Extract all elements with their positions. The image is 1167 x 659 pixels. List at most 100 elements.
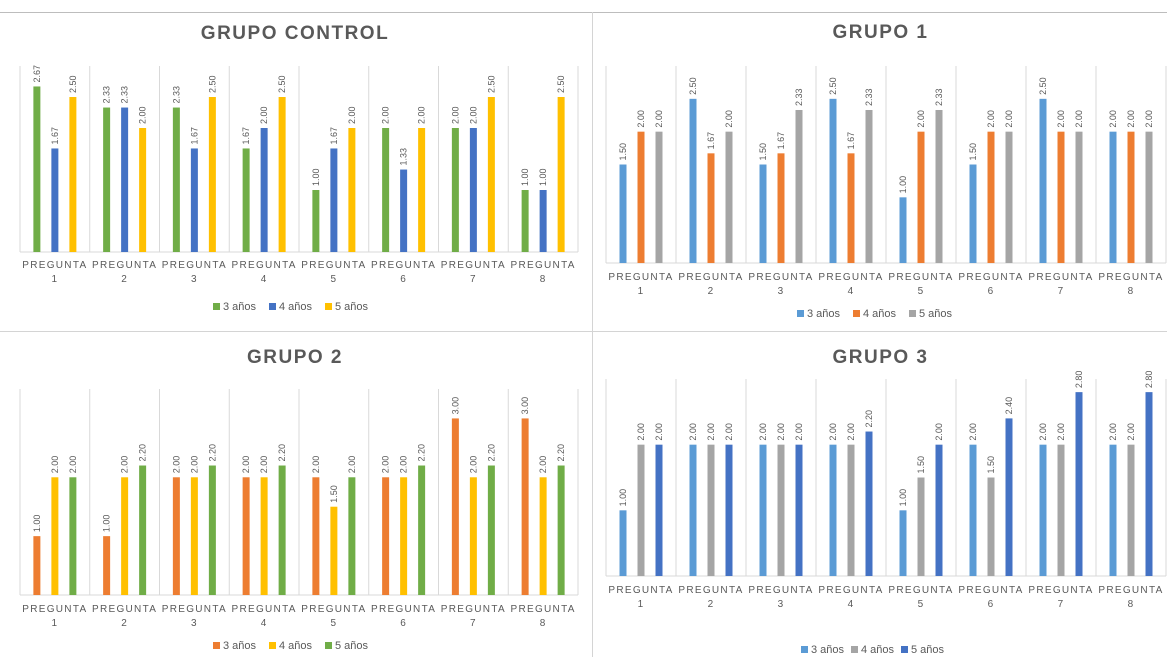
data-label: 2.00 <box>138 106 148 124</box>
data-label: 1.67 <box>706 132 716 150</box>
data-label: 2.50 <box>68 75 78 93</box>
chart-title: GRUPO 3 <box>832 347 928 368</box>
bar-2-series-2 <box>121 107 129 252</box>
bar-8-series-2 <box>539 190 547 252</box>
bar-6-series-2 <box>400 169 408 252</box>
bar-6-series-1 <box>382 477 390 595</box>
data-label: 2.00 <box>688 423 698 441</box>
bar-5-series-3 <box>348 128 356 252</box>
category-label: PREGUNTA <box>958 272 1023 283</box>
bar-7-series-1 <box>1039 444 1047 576</box>
chart-grupo-1: GRUPO 1 1.50 2.50 1.50 2.50 1.00 1.50 2.50 2.00 2… <box>594 14 1167 330</box>
bar-8-series-1 <box>521 190 529 252</box>
category-label: PREGUNTA <box>301 604 366 615</box>
legend-swatch <box>269 303 276 310</box>
bar-1-series-2 <box>637 131 645 263</box>
category-number: 4 <box>261 618 268 629</box>
bar-8-series-1 <box>1109 444 1117 576</box>
bar-1-series-2 <box>51 148 59 252</box>
category-number: 2 <box>121 618 128 629</box>
data-label: 2.00 <box>986 110 996 128</box>
bar-4-series-1 <box>242 148 250 252</box>
bar-8-series-1 <box>521 418 529 595</box>
category-number: 5 <box>918 286 925 297</box>
bar-1-series-1 <box>33 86 41 253</box>
data-label: 2.20 <box>556 444 566 462</box>
category-label: PREGUNTA <box>22 604 87 615</box>
data-label: 2.00 <box>259 106 269 124</box>
category-label: PREGUNTA <box>818 585 883 596</box>
bar-6-series-1 <box>382 128 390 252</box>
chart-svg-grupo-control: GRUPO CONTROL 2.67 2.33 2.33 1.67 1.00 2.00 2.0… <box>19 23 579 313</box>
bar-6-series-3 <box>418 465 426 595</box>
bar-3-series-3 <box>208 97 216 252</box>
category-number: 6 <box>988 286 995 297</box>
data-label: 2.00 <box>934 423 944 441</box>
category-number: 7 <box>470 274 477 285</box>
bar-2-series-2 <box>121 477 129 595</box>
category-number: 2 <box>708 286 715 297</box>
bar-6-series-2 <box>400 477 408 595</box>
data-label: 2.33 <box>864 88 874 106</box>
top-rule <box>0 12 1167 13</box>
data-label: 2.00 <box>450 106 460 124</box>
legend-swatch <box>213 303 220 310</box>
data-label: 2.00 <box>654 423 664 441</box>
data-label: 2.00 <box>50 456 60 474</box>
legend-item: 4 años <box>269 640 313 652</box>
bar-1-series-3 <box>69 97 77 252</box>
category-number: 3 <box>778 599 785 610</box>
bar-1-series-3 <box>655 131 663 263</box>
data-label: 2.80 <box>1144 371 1154 389</box>
category-label: PREGUNTA <box>441 604 506 615</box>
bar-7-series-2 <box>469 477 477 595</box>
bar-8-series-2 <box>1127 131 1135 263</box>
category-label: PREGUNTA <box>162 260 227 271</box>
category-label: PREGUNTA <box>22 260 87 271</box>
panel-divider-horizontal <box>0 331 1167 332</box>
bar-8-series-2 <box>1127 444 1135 576</box>
bar-2-series-2 <box>707 153 715 263</box>
bar-2-series-1 <box>689 444 697 576</box>
bar-2-series-3 <box>139 465 147 595</box>
data-label: 2.00 <box>347 106 357 124</box>
legend-label: 3 años <box>807 308 841 320</box>
bar-8-series-3 <box>557 465 565 595</box>
bar-4-series-2 <box>847 153 855 263</box>
data-label: 2.00 <box>381 456 391 474</box>
legend-item: 5 años <box>909 308 953 320</box>
bar-5-series-3 <box>935 444 943 576</box>
legend-swatch <box>325 642 332 649</box>
bar-6-series-1 <box>969 444 977 576</box>
bar-3-series-2 <box>777 444 785 576</box>
category-label: PREGUNTA <box>92 260 157 271</box>
category-label: PREGUNTA <box>92 604 157 615</box>
data-label: 2.00 <box>724 423 734 441</box>
data-label: 2.00 <box>468 456 478 474</box>
data-label: 2.00 <box>417 106 427 124</box>
legend-item: 3 años <box>213 640 257 652</box>
category-number: 3 <box>191 274 198 285</box>
data-label: 2.33 <box>794 88 804 106</box>
data-label: 2.00 <box>1056 110 1066 128</box>
bar-6-series-3 <box>418 128 426 252</box>
data-label: 2.00 <box>468 106 478 124</box>
category-label: PREGUNTA <box>1098 585 1163 596</box>
data-label: 2.50 <box>277 75 287 93</box>
bar-5-series-3 <box>935 109 943 263</box>
bar-4-series-3 <box>278 465 286 595</box>
bar-7-series-2 <box>1057 444 1065 576</box>
data-label: 2.00 <box>636 110 646 128</box>
category-number: 2 <box>708 599 715 610</box>
bar-4-series-3 <box>865 109 873 263</box>
bar-4-series-1 <box>829 444 837 576</box>
data-label: 2.20 <box>417 444 427 462</box>
category-label: PREGUNTA <box>232 604 297 615</box>
legend-swatch <box>853 310 860 317</box>
data-label: 2.00 <box>724 110 734 128</box>
category-number: 8 <box>540 618 547 629</box>
bar-1-series-2 <box>51 477 59 595</box>
data-label: 2.20 <box>277 444 287 462</box>
data-label: 1.00 <box>520 168 530 186</box>
data-label: 1.67 <box>329 127 339 145</box>
